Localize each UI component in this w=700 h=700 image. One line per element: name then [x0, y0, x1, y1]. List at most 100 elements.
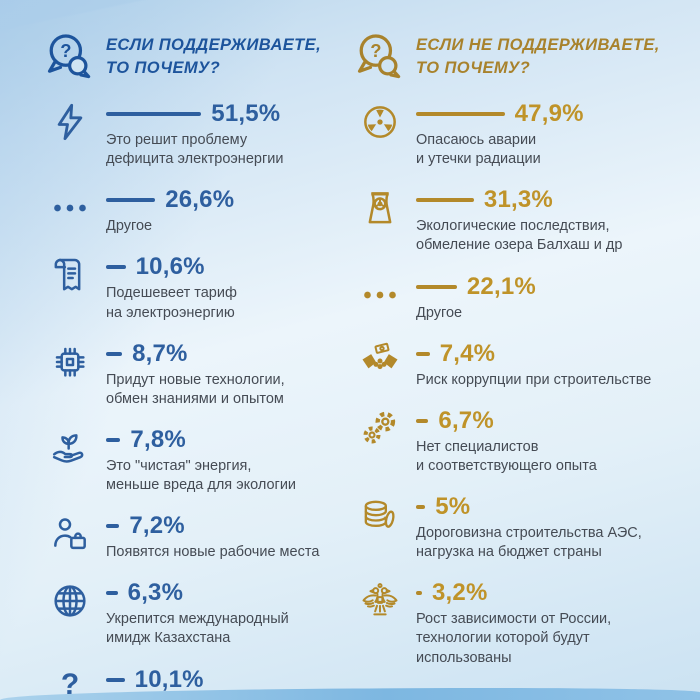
- reason-text: Экологические последствия, обмеление озе…: [416, 218, 623, 254]
- value-bar: [416, 351, 430, 356]
- value-row: 26,6%: [106, 186, 234, 214]
- reason-item: 6,3% Укрепится международный имидж Казах…: [42, 579, 350, 648]
- value-bar: [106, 677, 125, 682]
- reason-body: 7,2% Появятся новые рабочие места: [98, 512, 319, 562]
- more-dots-icon: [352, 273, 408, 323]
- value-bar: [106, 437, 121, 442]
- reason-item: ? 10,1% Затрудняюсь ответить: [42, 666, 350, 700]
- gears-icon: [352, 407, 408, 476]
- support-column: ? ЕСЛИ ПОДДЕРЖИВАЕТЕ, ТО ПОЧЕМУ? 51,5%: [42, 30, 350, 700]
- value-row: 7,2%: [106, 512, 319, 540]
- reason-body: 26,6% Другое: [98, 186, 234, 236]
- value-bar: [106, 524, 120, 529]
- reason-text: Другое: [106, 218, 153, 235]
- reason-value: 8,7%: [132, 339, 188, 367]
- value-bar: [416, 112, 505, 116]
- reason-value: 26,6%: [165, 186, 235, 214]
- reason-value: 47,9%: [514, 100, 584, 127]
- reason-item: 7,8% Это "чистая" энергия, меньше вреда …: [42, 426, 350, 495]
- speech-bubble-question-icon: ?: [42, 30, 94, 84]
- reason-text: Нет специалистов и соответствующего опыт…: [416, 438, 597, 474]
- value-bar: [106, 198, 156, 203]
- reason-value: 5%: [435, 493, 471, 520]
- reason-value: 6,7%: [438, 406, 494, 434]
- eagle-icon: [352, 579, 408, 667]
- reason-text: Подешевеет тариф на электроэнергию: [106, 285, 237, 321]
- reason-value: 7,2%: [129, 512, 185, 540]
- reason-body: 22,1% Другое: [408, 273, 536, 323]
- reason-body: 3,2% Рост зависимости от России, техноло…: [408, 579, 682, 667]
- value-bar: [106, 591, 118, 596]
- value-bar: [416, 418, 429, 423]
- reason-value: 7,8%: [130, 425, 186, 453]
- reason-body: 7,4% Риск коррупции при строительстве: [408, 340, 651, 390]
- reason-value: 22,1%: [466, 272, 536, 300]
- bottom-wave-decoration: [0, 688, 700, 700]
- reason-text: Это "чистая" энергия, меньше вреда для э…: [106, 457, 297, 493]
- reason-body: 31,3% Экологические последствия, обмелен…: [408, 186, 622, 255]
- value-row: 31,3%: [416, 186, 622, 214]
- handshake-money-icon: [352, 340, 408, 390]
- reason-item: 7,4% Риск коррупции при строительстве: [352, 340, 682, 390]
- value-bar: [416, 591, 422, 596]
- reason-value: 31,3%: [483, 186, 553, 214]
- value-bar: [106, 112, 202, 116]
- worker-icon: [42, 512, 98, 562]
- reason-value: 6,3%: [127, 579, 184, 607]
- eco-hand-icon: [42, 426, 98, 495]
- question-icon: ?: [60, 667, 80, 700]
- reason-text: Другое: [416, 304, 463, 321]
- reason-text: Опасаюсь аварии и утечки радиации: [416, 132, 541, 168]
- reason-body: 5% Дороговизна строительства АЭС, нагруз…: [408, 493, 642, 562]
- value-bar: [106, 351, 123, 356]
- reason-value: 10,1%: [134, 665, 204, 693]
- radiation-icon: [352, 100, 408, 169]
- value-row: 8,7%: [106, 340, 285, 368]
- reason-body: 8,7% Придут новые технологии, обмен знан…: [98, 340, 285, 409]
- reason-value: 3,2%: [432, 579, 488, 607]
- value-row: 51,5%: [106, 100, 283, 128]
- reason-item: 5% Дороговизна строительства АЭС, нагруз…: [352, 493, 682, 562]
- reason-item: 31,3% Экологические последствия, обмелен…: [352, 186, 682, 255]
- chip-icon: [42, 340, 98, 409]
- nuclear-plant-icon: [352, 186, 408, 255]
- oppose-title: ЕСЛИ НЕ ПОДДЕРЖИВАЕТЕ, ТО ПОЧЕМУ?: [416, 36, 660, 78]
- value-bar: [416, 198, 474, 203]
- svg-text:?: ?: [60, 40, 71, 61]
- lightning-icon: [42, 100, 98, 169]
- svg-text:?: ?: [370, 40, 381, 61]
- oppose-header: ? ЕСЛИ НЕ ПОДДЕРЖИВАЕТЕ, ТО ПОЧЕМУ?: [352, 30, 682, 84]
- support-title: ЕСЛИ ПОДДЕРЖИВАЕТЕ, ТО ПОЧЕМУ?: [106, 36, 322, 78]
- reason-item: 22,1% Другое: [352, 273, 682, 323]
- reason-item: 3,2% Рост зависимости от России, техноло…: [352, 579, 682, 667]
- reason-item: 8,7% Придут новые технологии, обмен знан…: [42, 340, 350, 409]
- coins-icon: [352, 493, 408, 562]
- value-bar: [106, 265, 126, 270]
- value-row: 7,8%: [106, 426, 296, 454]
- reason-item: 10,6% Подешевеет тариф на электроэнергию: [42, 253, 350, 322]
- reason-item: 26,6% Другое: [42, 186, 350, 236]
- support-header: ? ЕСЛИ ПОДДЕРЖИВАЕТЕ, ТО ПОЧЕМУ?: [42, 30, 350, 84]
- reason-text: Придут новые технологии, обмен знаниями …: [106, 371, 285, 407]
- value-row: 3,2%: [416, 579, 682, 607]
- receipt-icon: [42, 253, 98, 322]
- reason-body: 10,6% Подешевеет тариф на электроэнергию: [98, 253, 237, 322]
- value-row: 22,1%: [416, 273, 536, 301]
- reason-item: 51,5% Это решит проблему дефицита электр…: [42, 100, 350, 169]
- value-row: 10,1%: [106, 666, 256, 694]
- value-bar: [416, 284, 457, 289]
- speech-bubble-question-icon: ?: [352, 30, 404, 84]
- globe-icon: [42, 579, 98, 648]
- reason-body: 7,8% Это "чистая" энергия, меньше вреда …: [98, 426, 296, 495]
- value-row: 6,7%: [416, 407, 597, 435]
- value-row: 10,6%: [106, 253, 237, 281]
- reason-text: Это решит проблему дефицита электроэнерг…: [106, 132, 284, 168]
- value-row: 6,3%: [106, 579, 289, 607]
- reason-item: 6,7% Нет специалистов и соответствующего…: [352, 407, 682, 476]
- reason-item: 7,2% Появятся новые рабочие места: [42, 512, 350, 562]
- reason-text: Укрепится международный имидж Казахстана: [106, 611, 289, 647]
- value-row: 47,9%: [416, 100, 584, 128]
- reason-text: Риск коррупции при строительстве: [416, 371, 652, 388]
